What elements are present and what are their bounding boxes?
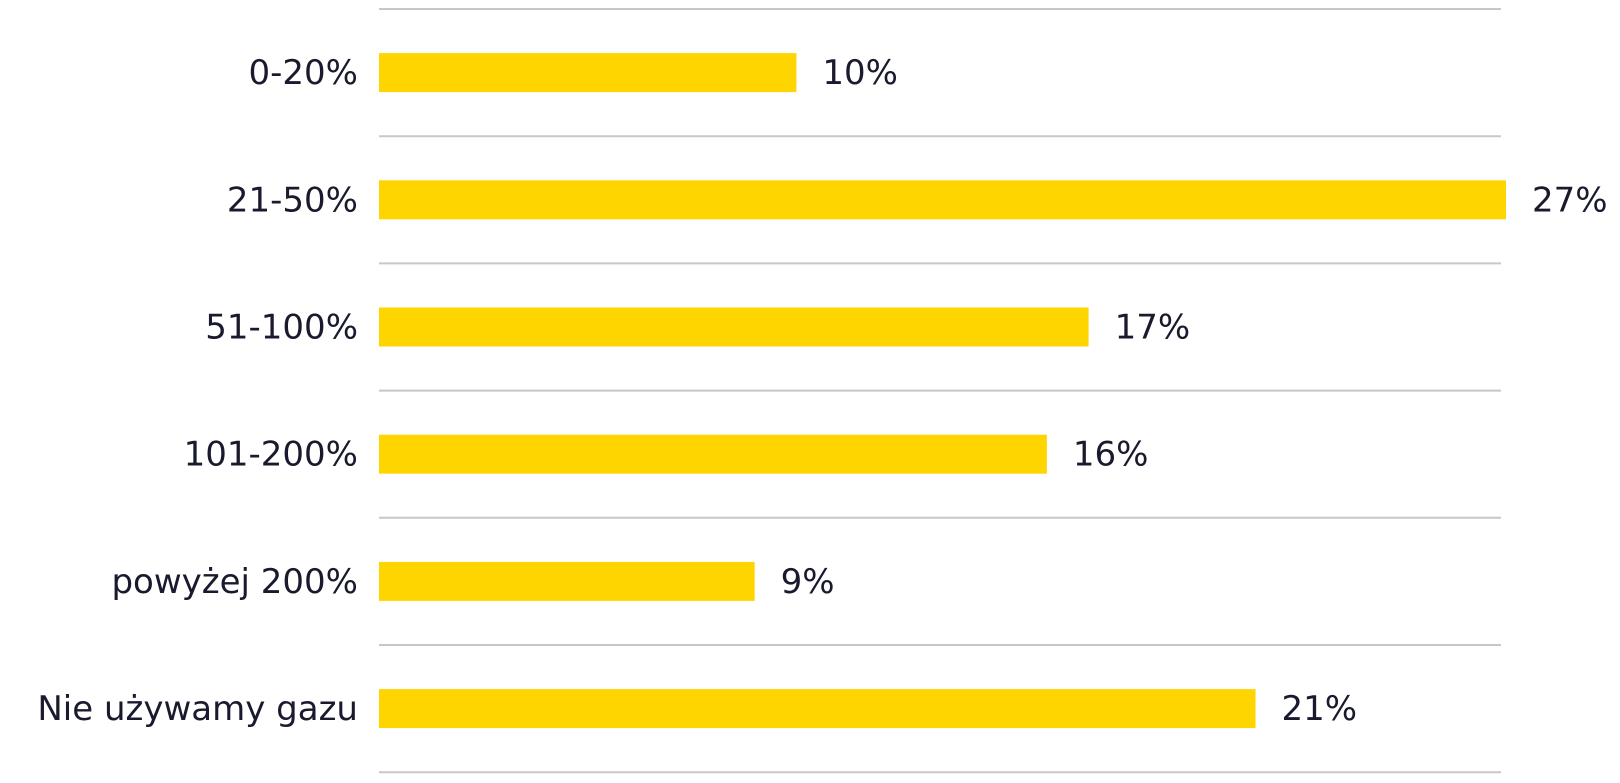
bar [379, 689, 1256, 729]
bar [379, 561, 755, 601]
value-label: 16% [1073, 435, 1149, 475]
value-label: 17% [1115, 308, 1191, 348]
bar [379, 53, 797, 93]
bar [379, 180, 1506, 220]
category-label: Nie używamy gazu [37, 689, 358, 729]
bar [379, 434, 1047, 474]
value-label: 10% [822, 53, 898, 93]
category-label: 0-20% [249, 53, 358, 93]
category-label: 51-100% [205, 308, 358, 348]
category-label: powyżej 200% [111, 562, 358, 602]
value-label: 27% [1532, 180, 1608, 220]
value-label: 9% [781, 562, 835, 602]
category-label: 101-200% [184, 435, 358, 475]
bar [379, 307, 1089, 347]
value-label: 21% [1282, 689, 1358, 729]
category-label: 21-50% [227, 180, 358, 220]
